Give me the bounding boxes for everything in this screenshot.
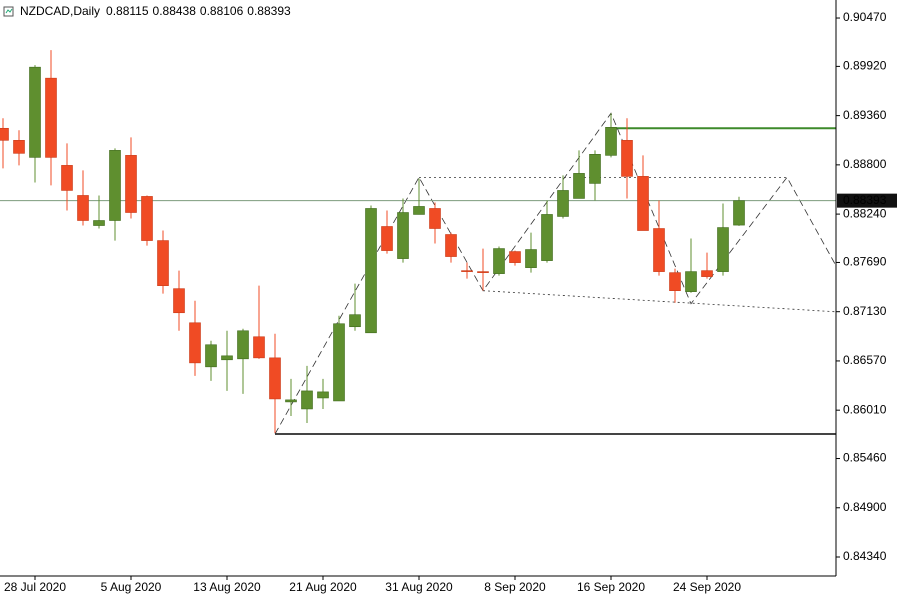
candle-body <box>685 271 697 292</box>
y-tick-label: 0.86570 <box>843 353 887 367</box>
candle-body <box>349 314 361 328</box>
candle-body <box>285 399 297 403</box>
candle-body <box>141 196 153 241</box>
x-tick-label: 31 Aug 2020 <box>385 580 453 594</box>
candle-body <box>717 227 729 272</box>
candle-body <box>205 344 217 368</box>
x-tick-label: 21 Aug 2020 <box>289 580 357 594</box>
candle-body <box>573 173 585 199</box>
candle-body <box>669 272 681 291</box>
candle-body <box>557 190 569 217</box>
open-value: 0.88115 <box>106 4 149 18</box>
y-tick-label: 0.90470 <box>843 10 887 24</box>
y-tick-label: 0.88800 <box>843 157 887 171</box>
current-price-label: 0.88393 <box>843 193 887 207</box>
candle-body <box>637 176 649 231</box>
candle-body <box>77 195 89 221</box>
y-tick-label: 0.84340 <box>843 549 887 563</box>
candle-body <box>125 155 137 213</box>
candle-body <box>525 249 537 268</box>
candle-body <box>589 154 601 184</box>
candle-body <box>253 336 265 359</box>
trendline <box>274 112 837 435</box>
y-tick-label: 0.87130 <box>843 304 887 318</box>
candle-body <box>109 150 121 221</box>
candle-body <box>621 140 633 177</box>
candle-body <box>461 270 473 272</box>
chart-title: NZDCAD,Daily <box>20 4 100 18</box>
y-tick-label: 0.86010 <box>843 402 887 416</box>
y-tick-label: 0.88240 <box>843 206 887 220</box>
x-tick-label: 8 Sep 2020 <box>484 580 546 594</box>
candle-body <box>45 77 57 158</box>
candle-body <box>701 270 713 277</box>
candle-body <box>237 330 249 360</box>
y-tick-label: 0.89360 <box>843 108 887 122</box>
x-tick-label: 5 Aug 2020 <box>101 580 162 594</box>
candle-body <box>157 240 169 286</box>
header-icon <box>3 6 14 17</box>
y-tick-label: 0.85460 <box>843 451 887 465</box>
candle-body <box>509 251 521 263</box>
y-tick-label: 0.87690 <box>843 255 887 269</box>
candle-body <box>0 127 9 141</box>
y-tick-label: 0.89920 <box>843 59 887 73</box>
candle-body <box>317 391 329 399</box>
candle-body <box>397 212 409 259</box>
candle-body <box>269 357 281 400</box>
candle-body <box>61 165 73 191</box>
candle-body <box>413 206 425 215</box>
candle-body <box>13 140 25 154</box>
x-tick-label: 24 Sep 2020 <box>673 580 741 594</box>
header-icon-line <box>5 8 13 14</box>
chart-header: NZDCAD,Daily 0.88115 0.88438 0.88106 0.88393 <box>20 4 291 18</box>
current-price-box <box>837 193 897 208</box>
candle-body <box>429 208 441 229</box>
x-tick-label: 13 Aug 2020 <box>193 580 261 594</box>
candle-body <box>301 390 313 410</box>
candle-body <box>493 248 505 274</box>
candle-body <box>93 220 105 226</box>
high-value: 0.88438 <box>153 4 197 18</box>
low-value: 0.88106 <box>200 4 244 18</box>
candle-body <box>653 228 665 272</box>
x-tick-label: 16 Sep 2020 <box>577 580 645 594</box>
candle-body <box>477 271 489 273</box>
candle-body <box>29 66 41 158</box>
candle-body <box>605 127 617 156</box>
y-tick-label: 0.84900 <box>843 500 887 514</box>
candle-body <box>333 323 345 402</box>
trendline <box>482 290 836 313</box>
candle-body <box>173 288 185 314</box>
close-value: 0.88393 <box>247 4 291 18</box>
candle-body <box>189 322 201 364</box>
candle-body <box>733 200 745 226</box>
candle-body <box>365 208 377 334</box>
x-tick-label: 28 Jul 2020 <box>4 580 66 594</box>
candle-body <box>381 226 393 251</box>
candle-body <box>541 214 553 261</box>
candle-body <box>221 355 233 361</box>
candle-body <box>445 234 457 257</box>
